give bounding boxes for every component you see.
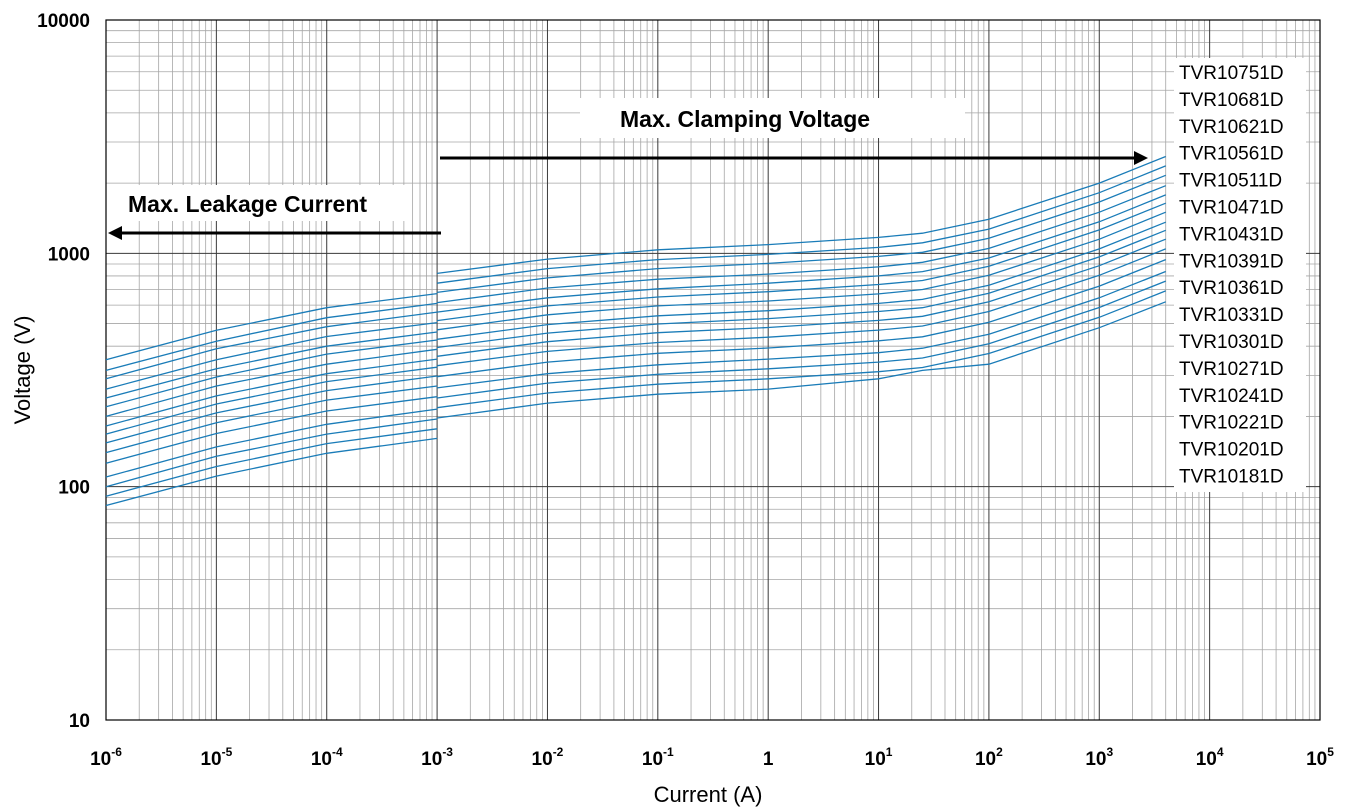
series-line-leakage-TVR10201D	[105, 428, 438, 497]
x-tick-label: 102	[975, 745, 1003, 770]
series-line-clamping-TVR10561D	[437, 185, 1166, 304]
series-line-clamping-TVR10361D	[437, 229, 1166, 349]
x-tick-label: 10-5	[200, 745, 232, 770]
series-line-leakage-TVR10241D	[105, 408, 438, 478]
legend-entry: TVR10221D	[1179, 413, 1284, 434]
legend-entry: TVR10561D	[1179, 144, 1284, 165]
series-line-clamping-TVR10511D	[437, 194, 1166, 313]
series-line-clamping-TVR10621D	[437, 174, 1166, 294]
series-line-clamping-TVR10271D	[437, 258, 1166, 378]
y-tick-label: 100	[58, 478, 90, 499]
legend-entry: TVR10511D	[1179, 171, 1282, 192]
series-line-clamping-TVR10681D	[437, 165, 1166, 284]
legend-entry: TVR10271D	[1179, 359, 1284, 380]
x-tick-label: 10-2	[532, 745, 564, 770]
legend-entry: TVR10751D	[1179, 63, 1284, 84]
x-tick-label: 10-6	[90, 745, 122, 770]
legend-entry: TVR10621D	[1179, 117, 1284, 138]
clamping-annotation: Max. Clamping Voltage	[620, 106, 870, 132]
series-line-clamping-TVR10751D	[437, 155, 1166, 275]
series-line-leakage-TVR10221D	[105, 418, 438, 488]
series-line-leakage-TVR10431D	[105, 348, 438, 418]
series-line-clamping-TVR10471D	[437, 202, 1166, 322]
series-line-clamping-TVR10221D	[437, 280, 1166, 399]
series-line-leakage-TVR10391D	[105, 358, 438, 427]
series-line-leakage-TVR10271D	[105, 396, 438, 464]
y-axis-title: Voltage (V)	[10, 316, 35, 425]
series-line-leakage-TVR10471D	[105, 339, 438, 408]
leakage-annotation: Max. Leakage Current	[128, 191, 367, 217]
clamping-label-background	[580, 98, 965, 138]
x-tick-label: 10-4	[311, 745, 343, 770]
x-tick-label: 104	[1196, 745, 1224, 770]
legend-entry: TVR10241D	[1179, 386, 1284, 407]
series-line-clamping-TVR10181D	[437, 301, 1166, 419]
y-tick-label: 10	[69, 711, 90, 732]
series-line-clamping-TVR10241D	[437, 270, 1166, 389]
x-tick-label: 105	[1306, 745, 1334, 770]
x-tick-label: 10-1	[642, 745, 674, 770]
legend-entry: TVR10681D	[1179, 90, 1284, 111]
series-line-clamping-TVR10331D	[437, 238, 1166, 357]
x-axis-tick-labels: 10-6 10-5 10-4 10-3 10-2 10-1 1 101 102 103 104 105	[90, 745, 1334, 770]
y-tick-label: 1000	[48, 244, 90, 265]
legend-entry: TVR10331D	[1179, 305, 1284, 326]
legend-entry: TVR10431D	[1179, 224, 1284, 245]
series-line-leakage-TVR10751D	[105, 292, 438, 361]
series-line-leakage-TVR10681D	[105, 302, 438, 372]
legend-entry: TVR10201D	[1179, 440, 1284, 461]
legend-entry: TVR10301D	[1179, 332, 1284, 353]
series-line-leakage-TVR10511D	[105, 331, 438, 399]
legend: TVR10751D TVR10681D TVR10621D TVR10561D TVR1…	[1179, 63, 1284, 488]
x-axis-title: Current (A)	[654, 782, 763, 807]
y-tick-label: 10000	[37, 11, 90, 32]
series-line-leakage-TVR10331D	[105, 375, 438, 444]
x-tick-label: 10-3	[421, 745, 453, 770]
series-line-clamping-TVR10391D	[437, 221, 1166, 340]
x-tick-label: 101	[865, 745, 893, 770]
leakage-arrow-head	[108, 226, 122, 240]
series-line-leakage-TVR10361D	[105, 366, 438, 435]
series-line-clamping-TVR10431D	[437, 211, 1166, 331]
legend-entry: TVR10181D	[1179, 467, 1284, 488]
series-lines	[105, 155, 1166, 507]
legend-entry: TVR10471D	[1179, 198, 1284, 219]
series-line-leakage-TVR10181D	[105, 437, 438, 507]
series-line-leakage-TVR10301D	[105, 385, 438, 454]
x-tick-label: 1	[763, 749, 774, 770]
series-line-leakage-TVR10561D	[105, 321, 438, 390]
series-line-clamping-TVR10201D	[437, 290, 1166, 409]
legend-background	[1174, 58, 1306, 492]
legend-entry: TVR10361D	[1179, 278, 1284, 299]
x-tick-label: 103	[1085, 745, 1113, 770]
legend-entry: TVR10391D	[1179, 251, 1284, 272]
clamping-arrow-head	[1134, 151, 1148, 165]
y-axis-tick-labels: 10 100 1000 10000	[37, 11, 90, 732]
series-line-clamping-TVR10301D	[437, 248, 1166, 367]
leakage-label-background	[120, 185, 408, 221]
series-line-leakage-TVR10621D	[105, 311, 438, 380]
